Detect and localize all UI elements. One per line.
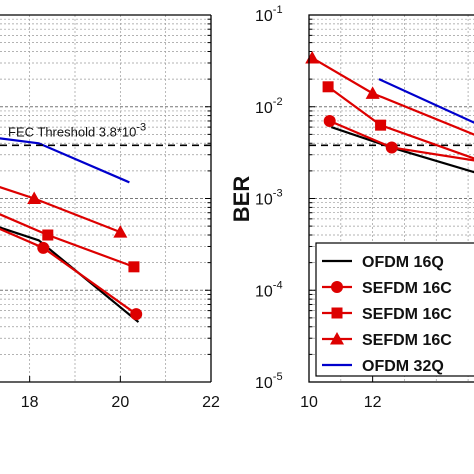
legend-entry-label: SEFDM 16C	[362, 332, 452, 349]
legend-entry-label: OFDM 32Q	[362, 358, 444, 375]
left-series-line-ofdm32	[0, 137, 130, 184]
left-x-tick-label: 22	[202, 394, 220, 411]
right-y-tick-label: 10-2	[255, 96, 283, 117]
legend-entry-label: OFDM 16Q	[362, 254, 444, 271]
right-y-tick-label: 10-5	[255, 371, 283, 392]
right-y-ticks: 10-1 10-2 10-3 10-4 10-5	[255, 4, 283, 392]
left-point-sefdm_b	[42, 229, 54, 241]
left-panel-series	[0, 137, 143, 323]
right-x-tick-label: 10	[300, 394, 318, 411]
right-x-tick-label: 12	[364, 394, 382, 411]
left-point-sefdm_a	[130, 308, 143, 321]
left-point-sefdm_b	[128, 261, 140, 273]
left-x-tick-label: 20	[111, 394, 129, 411]
left-point-sefdm_a	[37, 241, 50, 254]
right-point-sefdm_a	[323, 114, 336, 127]
legend-entry-label: SEFDM 16C	[362, 280, 452, 297]
right-point-sefdm_c	[365, 86, 380, 99]
legend: OFDM 16Q SEFDM 16C SEFDM 16C SEFDM 16C OFDM …	[315, 242, 474, 377]
left-series-line-ofdm16	[0, 226, 140, 323]
right-point-sefdm_b	[322, 81, 334, 93]
legend-marker	[331, 307, 343, 319]
left-series-line-sefdm_b	[0, 213, 135, 268]
right-y-axis-label: BER	[229, 176, 254, 223]
right-panel-series	[305, 50, 474, 174]
right-y-tick-label: 10-1	[255, 4, 283, 25]
fec-threshold-annotation: FEC Threshold 3.8*10-3	[8, 121, 146, 139]
right-y-tick-label: 10-3	[255, 188, 283, 209]
legend-marker	[331, 281, 343, 293]
legend-marker	[330, 332, 344, 345]
right-series-line-ofdm32	[378, 78, 474, 124]
right-x-ticks: 10 12	[300, 376, 382, 411]
left-x-ticks: 18 20 22	[21, 376, 220, 411]
left-point-sefdm_c	[113, 225, 128, 238]
right-plot-frame	[308, 14, 474, 383]
right-point-sefdm_b	[375, 119, 387, 131]
right-y-tick-label: 10-4	[255, 279, 283, 300]
left-point-sefdm_c	[27, 191, 42, 204]
right-point-sefdm_a	[385, 141, 398, 154]
right-point-sefdm_c	[305, 50, 320, 64]
legend-entry-label: SEFDM 16C	[362, 306, 452, 323]
left-x-tick-label: 18	[21, 394, 39, 411]
left-series-line-sefdm_a	[0, 227, 137, 315]
right-series-line-sefdm_c	[311, 57, 474, 136]
